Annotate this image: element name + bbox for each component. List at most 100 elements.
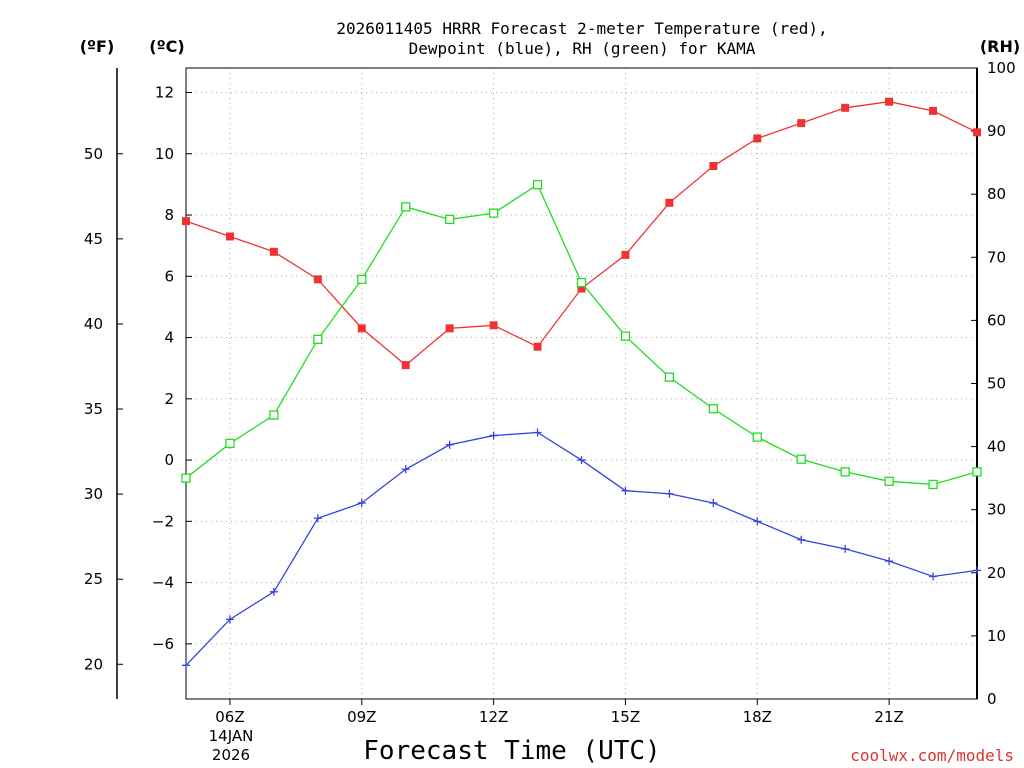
rh-tick-label: 70	[987, 248, 1006, 266]
rh-tick-label: 60	[987, 311, 1006, 329]
plot-frame	[185, 67, 978, 700]
temperature-point	[445, 324, 454, 333]
celsius-tick-label: 4	[164, 329, 174, 347]
temperature-point	[709, 162, 718, 171]
temperature-point	[973, 128, 981, 137]
series-2-meter-temperature	[182, 97, 981, 370]
temperature-point	[929, 106, 938, 115]
dewpoint-point	[753, 517, 762, 526]
rh-point	[269, 410, 279, 420]
temperature-point	[885, 97, 894, 106]
rh-tick-label: 30	[987, 501, 1006, 519]
x-tick-label: 15Z	[611, 708, 640, 726]
rh-tick-label: 80	[987, 185, 1006, 203]
fahrenheit-tick-label: 20	[84, 655, 103, 673]
dewpoint-point	[841, 544, 850, 553]
x-axis-title: Forecast Time (UTC)	[363, 736, 660, 766]
celsius-tick-label: 6	[164, 267, 174, 285]
temperature-point	[269, 247, 278, 256]
dewpoint-point	[797, 535, 806, 544]
rh-tick-label: 50	[987, 375, 1006, 393]
x-tick-label: 09Z	[347, 708, 376, 726]
temperature-point	[489, 321, 498, 330]
celsius-tick-label: 12	[155, 84, 174, 102]
celsius-unit-label: (ºC)	[149, 37, 184, 56]
series-line	[185, 101, 978, 366]
celsius-tick-label: −4	[152, 574, 174, 592]
fahrenheit-tick-label: 35	[84, 400, 103, 418]
dewpoint-point	[401, 465, 410, 474]
rh-point	[313, 334, 323, 344]
dewpoint-point	[357, 498, 366, 507]
dewpoint-point	[489, 431, 498, 440]
dewpoint-point	[621, 486, 630, 495]
rh-point	[928, 479, 938, 490]
temperature-point	[225, 232, 234, 241]
celsius-tick-label: −2	[152, 512, 174, 530]
fahrenheit-tick-label: 30	[84, 485, 103, 503]
rh-tick-label: 40	[987, 438, 1006, 456]
dewpoint-point	[533, 428, 542, 437]
dewpoint-point	[577, 456, 586, 465]
rh-tick-label: 0	[987, 690, 997, 708]
dewpoint-point	[973, 566, 981, 575]
celsius-tick-label: 10	[155, 145, 174, 163]
rh-point	[401, 202, 411, 212]
rh-point	[796, 454, 806, 464]
rh-tick-label: 90	[987, 122, 1006, 140]
dewpoint-point	[313, 514, 322, 523]
x-date-line1: 14JAN	[209, 727, 254, 745]
dewpoint-point	[929, 572, 938, 581]
rh-point	[708, 404, 718, 414]
rh-point	[181, 473, 191, 483]
series-dewpoint	[182, 428, 981, 670]
dewpoint-point	[269, 587, 278, 596]
rh-tick-label: 20	[987, 564, 1006, 582]
chart-title-line2: Dewpoint (blue), RH (green) for KAMA	[409, 39, 756, 58]
fahrenheit-tick-label: 50	[84, 145, 103, 163]
fahrenheit-tick-label: 25	[84, 570, 103, 588]
rh-point	[445, 214, 455, 225]
temperature-point	[841, 103, 850, 112]
celsius-tick-label: 8	[164, 206, 174, 224]
celsius-tick-label: 0	[164, 451, 174, 469]
rh-tick-label: 10	[987, 627, 1006, 645]
x-tick-label: 06Z	[215, 708, 244, 726]
temperature-point	[797, 119, 806, 128]
rh-point	[532, 180, 543, 190]
series-line	[185, 431, 978, 666]
rh-point	[488, 208, 499, 218]
axes: 06Z 09Z 12Z 15Z 18Z 21Z −6 −4 −2 0 2 4 6 8 10 12 20 25 30 3…	[84, 59, 1016, 726]
temperature-point	[533, 342, 542, 351]
rh-point	[664, 372, 675, 382]
dewpoint-point	[225, 615, 234, 624]
series-rh	[181, 180, 982, 490]
rh-point	[576, 277, 587, 288]
series-line	[185, 183, 978, 486]
temperature-point	[577, 284, 586, 293]
celsius-tick-label: 2	[164, 390, 174, 408]
rh-unit-label: (RH)	[980, 37, 1020, 56]
rh-point	[357, 274, 367, 285]
fahrenheit-tick-label: 45	[84, 230, 103, 248]
dewpoint-point	[182, 661, 190, 670]
rh-tick-label: 100	[987, 59, 1016, 77]
temperature-point	[665, 198, 674, 207]
rh-point	[884, 476, 894, 486]
temperature-point	[357, 324, 366, 333]
rh-point	[972, 467, 982, 477]
x-tick-label: 21Z	[874, 708, 903, 726]
fahrenheit-unit-label: (ºF)	[80, 37, 115, 56]
credit-text: coolwx.com/models	[850, 746, 1014, 765]
dewpoint-point	[709, 498, 718, 507]
dewpoint-point	[665, 489, 674, 498]
x-date-line2: 2026	[212, 746, 250, 764]
fahrenheit-tick-label: 40	[84, 315, 103, 333]
rh-point	[225, 438, 235, 449]
temperature-point	[182, 217, 190, 226]
temperature-point	[753, 134, 762, 143]
rh-point	[840, 467, 850, 477]
celsius-tick-label: −6	[152, 635, 174, 653]
x-tick-label: 12Z	[479, 708, 508, 726]
